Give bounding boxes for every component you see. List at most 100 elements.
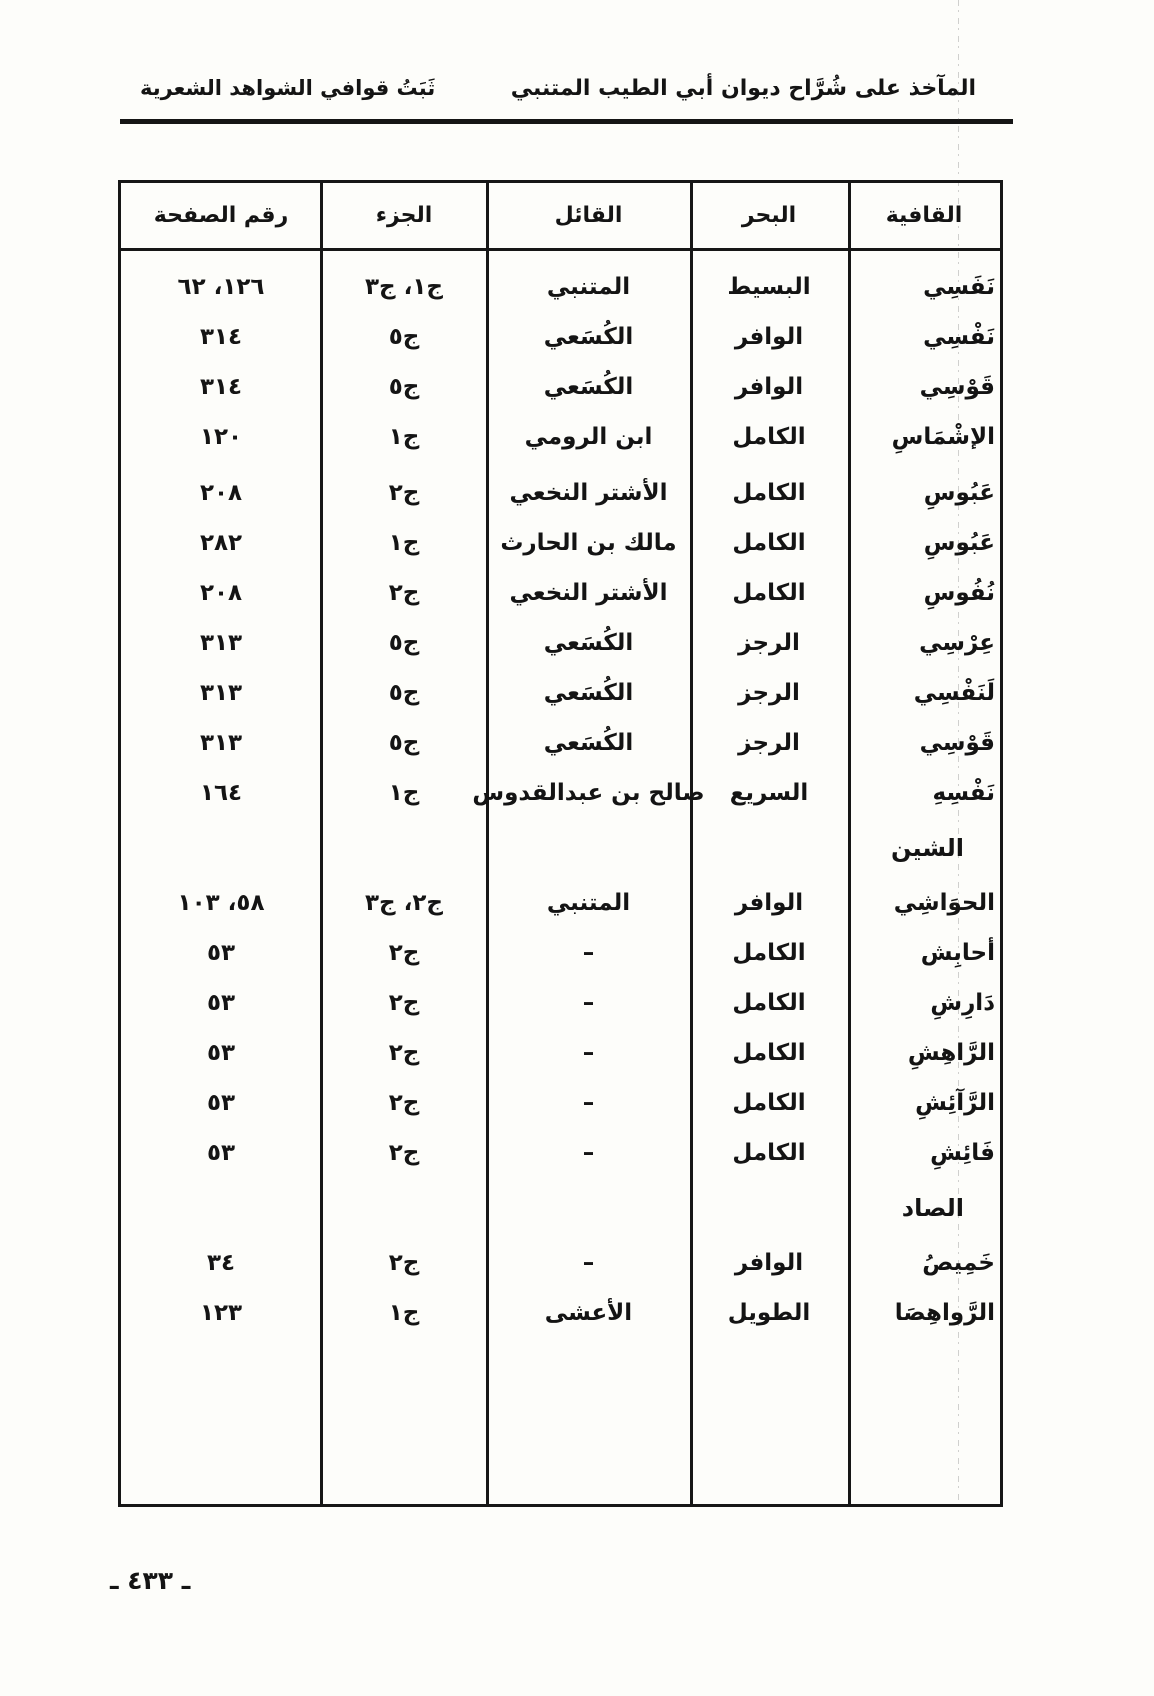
cell-qail: الكُسَعي — [543, 679, 634, 706]
section-header-row: الصاد — [121, 1178, 1000, 1238]
table-row: خَمِيصُ الوافر – ج٢ ٣٤ — [121, 1238, 1000, 1288]
scan-fold-line — [958, 0, 959, 1510]
cell-juz: ج١ — [388, 779, 420, 806]
cell-qail: – — [582, 1139, 595, 1166]
cell-page: ٣١٤ — [199, 323, 243, 350]
cell-bahr: الكامل — [732, 939, 806, 966]
cell-qafiya: الإشْمَاسِ — [891, 423, 995, 450]
cell-qafiya: نَفَسِي — [923, 273, 995, 300]
cell-qafiya: نُفُوسِ — [923, 579, 995, 606]
cell-page: ٥٣ — [206, 1089, 236, 1116]
cell-bahr: الكامل — [732, 989, 806, 1016]
section-header-row: الشين — [121, 818, 1000, 878]
cell-qafiya: قَوْسِي — [919, 373, 995, 400]
cell-page: ٢٠٨ — [199, 479, 243, 506]
cell-juz: ج١، ج٣ — [365, 273, 443, 300]
cell-page: ٥٣ — [206, 989, 236, 1016]
table-row: الإشْمَاسِ الكامل ابن الرومي ج١ ١٢٠ — [121, 412, 1000, 462]
cell-bahr: الكامل — [732, 529, 806, 556]
cell-qail: المتنبي — [546, 889, 631, 916]
table-row: نُفُوسِ الكامل الأشتر النخعي ج٢ ٢٠٨ — [121, 568, 1000, 618]
cell-juz: ج٢ — [388, 989, 420, 1016]
cell-qail: الكُسَعي — [543, 373, 634, 400]
column-header-juz: الجزء — [375, 203, 433, 228]
table-row: الرَّواهِصَا الطويل الأعشى ج١ ١٢٣ — [121, 1288, 1000, 1338]
cell-qail: – — [582, 1089, 595, 1116]
cell-juz: ج٢ — [388, 1089, 420, 1116]
cell-qafiya: نَفْسِي — [923, 323, 995, 350]
cell-qail: الأشتر النخعي — [509, 579, 668, 606]
cell-bahr: الوافر — [734, 323, 804, 350]
cell-bahr: الكامل — [732, 423, 806, 450]
cell-page: ٥٣ — [206, 939, 236, 966]
table-body: نَفَسِي البسيط المتنبي ج١، ج٣ ١٢٦، ٦٢ نَفْسِي… — [121, 252, 1000, 1338]
cell-qafiya: نَفْسِهِ — [932, 779, 995, 806]
table-row: عِرْسِي الرجز الكُسَعي ج٥ ٣١٣ — [121, 618, 1000, 668]
table-row: قَوْسِي الرجز الكُسَعي ج٥ ٣١٣ — [121, 718, 1000, 768]
cell-bahr: الكامل — [732, 1039, 806, 1066]
cell-juz: ج٥ — [388, 373, 420, 400]
table-row: الحوَاشِي الوافر المتنبي ج٢، ج٣ ٥٨، ١٠٣ — [121, 878, 1000, 928]
cell-qafiya: خَمِيصُ — [922, 1249, 995, 1276]
cell-juz: ج١ — [388, 529, 420, 556]
table-row: عَبُوسِ الكامل مالك بن الحارث ج١ ٢٨٢ — [121, 518, 1000, 568]
table-row: نَفْسِهِ السريع صالح بن عبدالقدوس ج١ ١٦٤ — [121, 768, 1000, 818]
rhyme-concordance-table: القافية البحر القائل الجزء رقم الصفحة نَ… — [118, 180, 1003, 1507]
page-number: ـ ٤٣٣ ـ — [110, 1566, 191, 1595]
cell-juz: ج٢ — [388, 579, 420, 606]
cell-page: ٣١٤ — [199, 373, 243, 400]
section-title: الصاد — [901, 1193, 964, 1222]
cell-bahr: الكامل — [732, 1139, 806, 1166]
cell-bahr: البسيط — [727, 273, 811, 300]
cell-bahr: الوافر — [734, 889, 804, 916]
cell-page: ٥٣ — [206, 1139, 236, 1166]
cell-qafiya: لَنَفْسِي — [913, 679, 995, 706]
cell-page: ٥٨، ١٠٣ — [177, 889, 265, 916]
cell-qail: الكُسَعي — [543, 729, 634, 756]
cell-qail: صالح بن عبدالقدوس — [472, 779, 705, 806]
cell-qafiya: أحابِش — [920, 939, 995, 966]
cell-qafiya: الرَّواهِصَا — [894, 1299, 995, 1326]
cell-juz: ج١ — [388, 423, 420, 450]
cell-juz: ج٢ — [388, 1249, 420, 1276]
cell-juz: ج٢ — [388, 1039, 420, 1066]
cell-juz: ج٥ — [388, 323, 420, 350]
cell-qafiya: دَارِشِ — [930, 989, 995, 1016]
cell-qafiya: عَبُوسِ — [923, 529, 995, 556]
table-row: قَوْسِي الوافر الكُسَعي ج٥ ٣١٤ — [121, 362, 1000, 412]
column-divider — [848, 183, 851, 1504]
column-divider — [320, 183, 323, 1504]
cell-qail: الأشتر النخعي — [509, 479, 668, 506]
cell-qail: – — [582, 1249, 595, 1276]
running-head-section-title: ثَبَتُ قوافي الشواهد الشعرية — [140, 76, 436, 100]
cell-bahr: الكامل — [732, 479, 806, 506]
header-rule — [120, 119, 1013, 124]
table-row: لَنَفْسِي الرجز الكُسَعي ج٥ ٣١٣ — [121, 668, 1000, 718]
cell-qafiya: عِرْسِي — [919, 629, 995, 656]
cell-qafiya: عَبُوسِ — [923, 479, 995, 506]
cell-juz: ج٥ — [388, 679, 420, 706]
cell-page: ١٢٦، ٦٢ — [177, 273, 265, 300]
cell-qail: – — [582, 939, 595, 966]
cell-qafiya: فَائِشِ — [930, 1139, 995, 1166]
cell-qail: الكُسَعي — [543, 323, 634, 350]
table-row: نَفْسِي الوافر الكُسَعي ج٥ ٣١٤ — [121, 312, 1000, 362]
cell-page: ٣٤ — [206, 1249, 236, 1276]
cell-qail: الأعشى — [544, 1299, 633, 1326]
cell-qafiya: الحوَاشِي — [893, 889, 995, 916]
cell-page: ١٢٠ — [199, 423, 243, 450]
cell-page: ٥٣ — [206, 1039, 236, 1066]
cell-qafiya: الرَّاهِشِ — [907, 1039, 995, 1066]
cell-page: ٣١٣ — [199, 729, 243, 756]
cell-bahr: الرجز — [738, 729, 800, 756]
cell-qail: مالك بن الحارث — [500, 529, 677, 556]
cell-bahr: الرجز — [738, 679, 800, 706]
cell-bahr: الوافر — [734, 1249, 804, 1276]
cell-qail: الكُسَعي — [543, 629, 634, 656]
table-row: فَائِشِ الكامل – ج٢ ٥٣ — [121, 1128, 1000, 1178]
column-header-qail: القائل — [554, 203, 623, 228]
cell-page: ٣١٣ — [199, 679, 243, 706]
cell-juz: ج٥ — [388, 729, 420, 756]
cell-juz: ج٢، ج٣ — [365, 889, 443, 916]
